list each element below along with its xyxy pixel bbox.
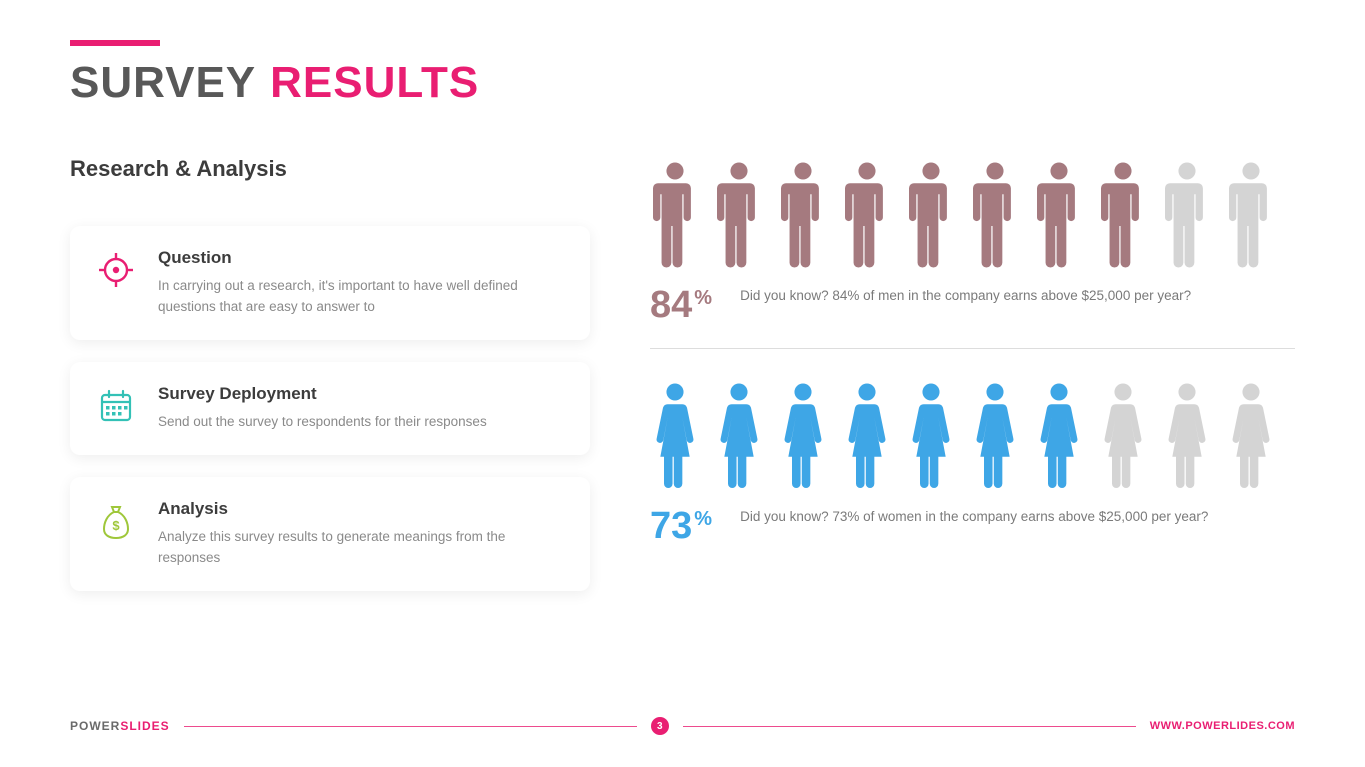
page-number-badge: 3 <box>651 717 669 735</box>
footer-bar: POWERSLIDES 3 WWW.POWERLIDES.COM <box>70 717 1295 735</box>
card-analysis: $ Analysis Analyze this survey results t… <box>70 477 590 591</box>
man-icon <box>842 160 892 270</box>
stat-percent-number: 73 <box>650 507 692 545</box>
brand-part-1: POWER <box>70 719 120 733</box>
woman-icon <box>1034 381 1084 491</box>
title-part-1: SURVEY <box>70 58 256 108</box>
svg-text:$: $ <box>112 518 120 533</box>
card-question: Question In carrying out a research, it'… <box>70 226 590 340</box>
woman-icon <box>1226 381 1276 491</box>
calendar-icon <box>94 384 138 428</box>
stat-percent: 84 % <box>650 286 712 324</box>
brand-logo: POWERSLIDES <box>70 719 170 733</box>
stat-percent: 73 % <box>650 507 712 545</box>
footer-url: WWW.POWERLIDES.COM <box>1150 720 1295 732</box>
target-icon <box>94 248 138 292</box>
man-icon <box>1098 160 1148 270</box>
percent-sign: % <box>694 288 712 308</box>
woman-icon <box>650 381 700 491</box>
left-column: Research & Analysis Question In carrying… <box>70 156 590 591</box>
slide: SURVEY RESULTS Research & Analysis <box>0 0 1365 767</box>
stat-footer: 73 % Did you know? 73% of women in the c… <box>650 507 1295 545</box>
divider <box>650 348 1295 349</box>
content-row: Research & Analysis Question In carrying… <box>70 156 1295 591</box>
woman-icon <box>778 381 828 491</box>
card-body: Analyze this survey results to generate … <box>158 527 566 569</box>
woman-icon <box>1162 381 1212 491</box>
woman-icon <box>842 381 892 491</box>
card-survey-deployment: Survey Deployment Send out the survey to… <box>70 362 590 455</box>
stat-men: 84 % Did you know? 84% of men in the com… <box>650 160 1295 324</box>
man-icon <box>1162 160 1212 270</box>
stat-women: 73 % Did you know? 73% of women in the c… <box>650 381 1295 545</box>
pictogram-row-women <box>650 381 1295 491</box>
stat-percent-number: 84 <box>650 286 692 324</box>
man-icon <box>650 160 700 270</box>
title-part-2: RESULTS <box>270 58 479 108</box>
section-subtitle: Research & Analysis <box>70 156 590 182</box>
card-text: Survey Deployment Send out the survey to… <box>158 384 487 433</box>
money-bag-icon: $ <box>94 499 138 543</box>
man-icon <box>970 160 1020 270</box>
card-text: Analysis Analyze this survey results to … <box>158 499 566 569</box>
pictogram-row-men <box>650 160 1295 270</box>
card-text: Question In carrying out a research, it'… <box>158 248 566 318</box>
footer-line-right <box>683 726 1136 727</box>
card-body: In carrying out a research, it's importa… <box>158 276 566 318</box>
man-icon <box>1226 160 1276 270</box>
right-column: 84 % Did you know? 84% of men in the com… <box>650 156 1295 591</box>
card-heading: Question <box>158 248 566 268</box>
woman-icon <box>1098 381 1148 491</box>
stat-footer: 84 % Did you know? 84% of men in the com… <box>650 286 1295 324</box>
card-heading: Survey Deployment <box>158 384 487 404</box>
man-icon <box>778 160 828 270</box>
percent-sign: % <box>694 509 712 529</box>
footer-line-left <box>184 726 637 727</box>
card-body: Send out the survey to respondents for t… <box>158 412 487 433</box>
page-title: SURVEY RESULTS <box>70 58 1295 108</box>
woman-icon <box>906 381 956 491</box>
man-icon <box>906 160 956 270</box>
title-accent-bar <box>70 40 160 46</box>
woman-icon <box>714 381 764 491</box>
stat-description: Did you know? 84% of men in the company … <box>740 286 1191 307</box>
woman-icon <box>970 381 1020 491</box>
card-heading: Analysis <box>158 499 566 519</box>
man-icon <box>1034 160 1084 270</box>
brand-part-2: SLIDES <box>120 719 169 733</box>
man-icon <box>714 160 764 270</box>
stat-description: Did you know? 73% of women in the compan… <box>740 507 1208 528</box>
